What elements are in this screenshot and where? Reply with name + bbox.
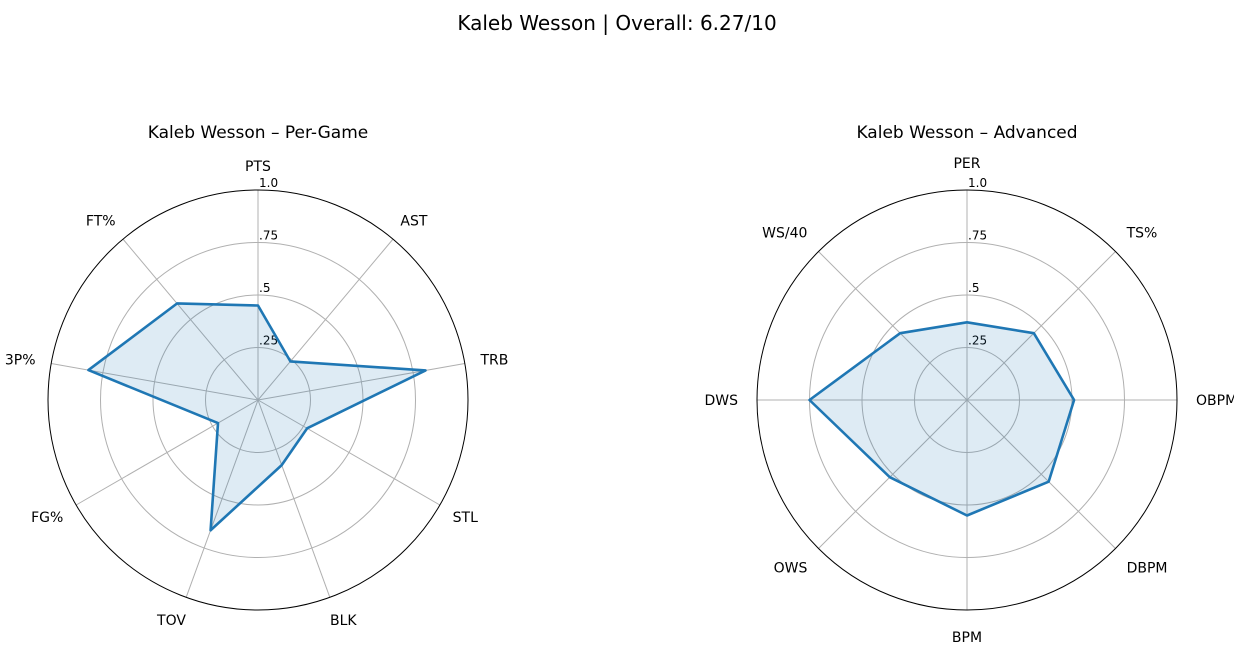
per-game-axis-label-blk: BLK xyxy=(330,613,357,629)
advanced-data-fill xyxy=(809,322,1075,516)
advanced-axis-label-bpm: BPM xyxy=(952,630,982,646)
per-game-outer-frame xyxy=(47,189,469,611)
advanced-rtick-label: .5 xyxy=(968,281,979,295)
advanced-axis-label-dws: DWS xyxy=(704,393,738,409)
per-game-chart-title: Kaleb Wesson – Per-Game xyxy=(148,123,369,143)
advanced-grid-ring-0 xyxy=(914,347,1020,453)
advanced-axis-label-ts-pct: TS% xyxy=(1126,225,1158,241)
advanced-rtick-label: .75 xyxy=(968,229,987,243)
per-game-data-line xyxy=(87,302,427,532)
advanced-data-line xyxy=(808,320,1076,517)
per-game-grid-ring-2 xyxy=(100,242,416,558)
per-game-axis-label-trb: TRB xyxy=(479,352,508,368)
advanced-axis-label-dbpm: DBPM xyxy=(1127,561,1168,577)
per-game-rtick-label: .25 xyxy=(259,334,278,348)
advanced-axis-label-ows: OWS xyxy=(774,561,808,577)
per-game-axis-label-fg-pct: FG% xyxy=(31,510,63,526)
advanced-rtick-label: .25 xyxy=(968,334,987,348)
advanced-axis-label-per: PER xyxy=(953,156,980,172)
advanced-grid-ring-1 xyxy=(861,294,1073,506)
per-game-axis-label-tov: TOV xyxy=(156,613,186,629)
per-game-rtick-label: 1.0 xyxy=(259,176,278,190)
per-game-axis-label-ft-pct: FT% xyxy=(86,214,116,230)
per-game-rtick-label: .5 xyxy=(259,281,270,295)
per-game-grid-ring-0 xyxy=(205,347,311,453)
advanced-chart-title: Kaleb Wesson – Advanced xyxy=(856,123,1077,143)
per-game-axis-label-stl: STL xyxy=(453,510,478,526)
per-game-data-fill xyxy=(88,303,426,531)
per-game-axis-label-pts: PTS xyxy=(245,159,271,175)
advanced-radar-chart: Kaleb Wesson – Advanced .25 .5 .75 1.0 PER TS… xyxy=(704,123,1234,646)
per-game-axis-label-ast: AST xyxy=(400,214,427,230)
advanced-axis-label-obpm: OBPM xyxy=(1196,393,1234,409)
advanced-axis-label-ws-per-40: WS/40 xyxy=(762,225,807,241)
figure-suptitle: Kaleb Wesson | Overall: 6.27/10 xyxy=(457,11,776,35)
advanced-rtick-label: 1.0 xyxy=(968,176,987,190)
advanced-outer-frame xyxy=(756,189,1178,611)
per-game-axis-label-3p-pct: 3P% xyxy=(5,352,36,368)
per-game-rtick-label: .75 xyxy=(259,229,278,243)
